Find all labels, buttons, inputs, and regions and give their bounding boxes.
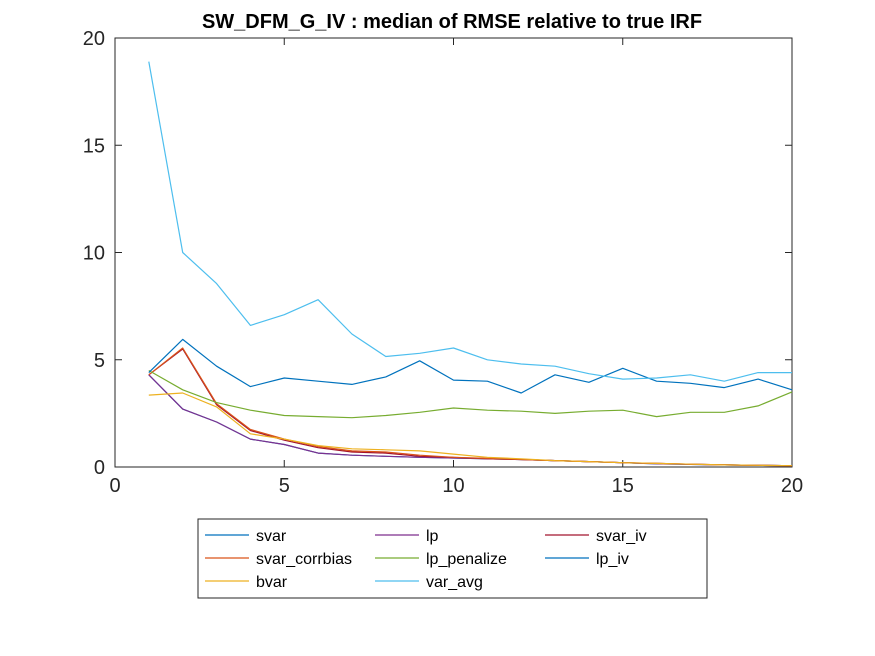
- y-tick-label: 20: [83, 28, 105, 50]
- y-tick-label: 10: [83, 243, 105, 265]
- chart-title: SW_DFM_G_IV : median of RMSE relative to…: [202, 11, 702, 33]
- legend: svar lp svar_iv svar_corrbias lp_penalize lp_…: [197, 518, 708, 599]
- x-tick-label: 0: [109, 475, 120, 497]
- y-tick-label: 15: [83, 135, 105, 157]
- legend-label: lp_penalize: [426, 551, 507, 568]
- legend-box: [197, 518, 708, 599]
- y-tick-label: 0: [94, 457, 105, 479]
- legend-label: svar_iv: [596, 528, 647, 545]
- x-tick-label: 15: [612, 475, 634, 497]
- legend-label: lp: [426, 528, 439, 545]
- legend-label: svar: [256, 528, 287, 545]
- x-tick-label: 5: [279, 475, 290, 497]
- x-tick-label: 20: [781, 475, 803, 497]
- series-line-var-avg: [148, 61, 792, 382]
- x-tick-label: 10: [442, 475, 464, 497]
- series-line-lp-iv: [148, 338, 793, 394]
- series-line-lp-penalize: [148, 369, 793, 419]
- plot-area: 0 5 10 15 20 0 5 10 15 20: [83, 28, 803, 497]
- series-line-bvar: [148, 392, 793, 467]
- legend-label: lp_iv: [596, 551, 629, 568]
- legend-label: bvar: [256, 574, 288, 591]
- legend-label: var_avg: [426, 574, 483, 591]
- axes-box: [114, 37, 793, 468]
- legend-label: svar_corrbias: [256, 551, 352, 568]
- y-tick-label: 5: [94, 350, 105, 372]
